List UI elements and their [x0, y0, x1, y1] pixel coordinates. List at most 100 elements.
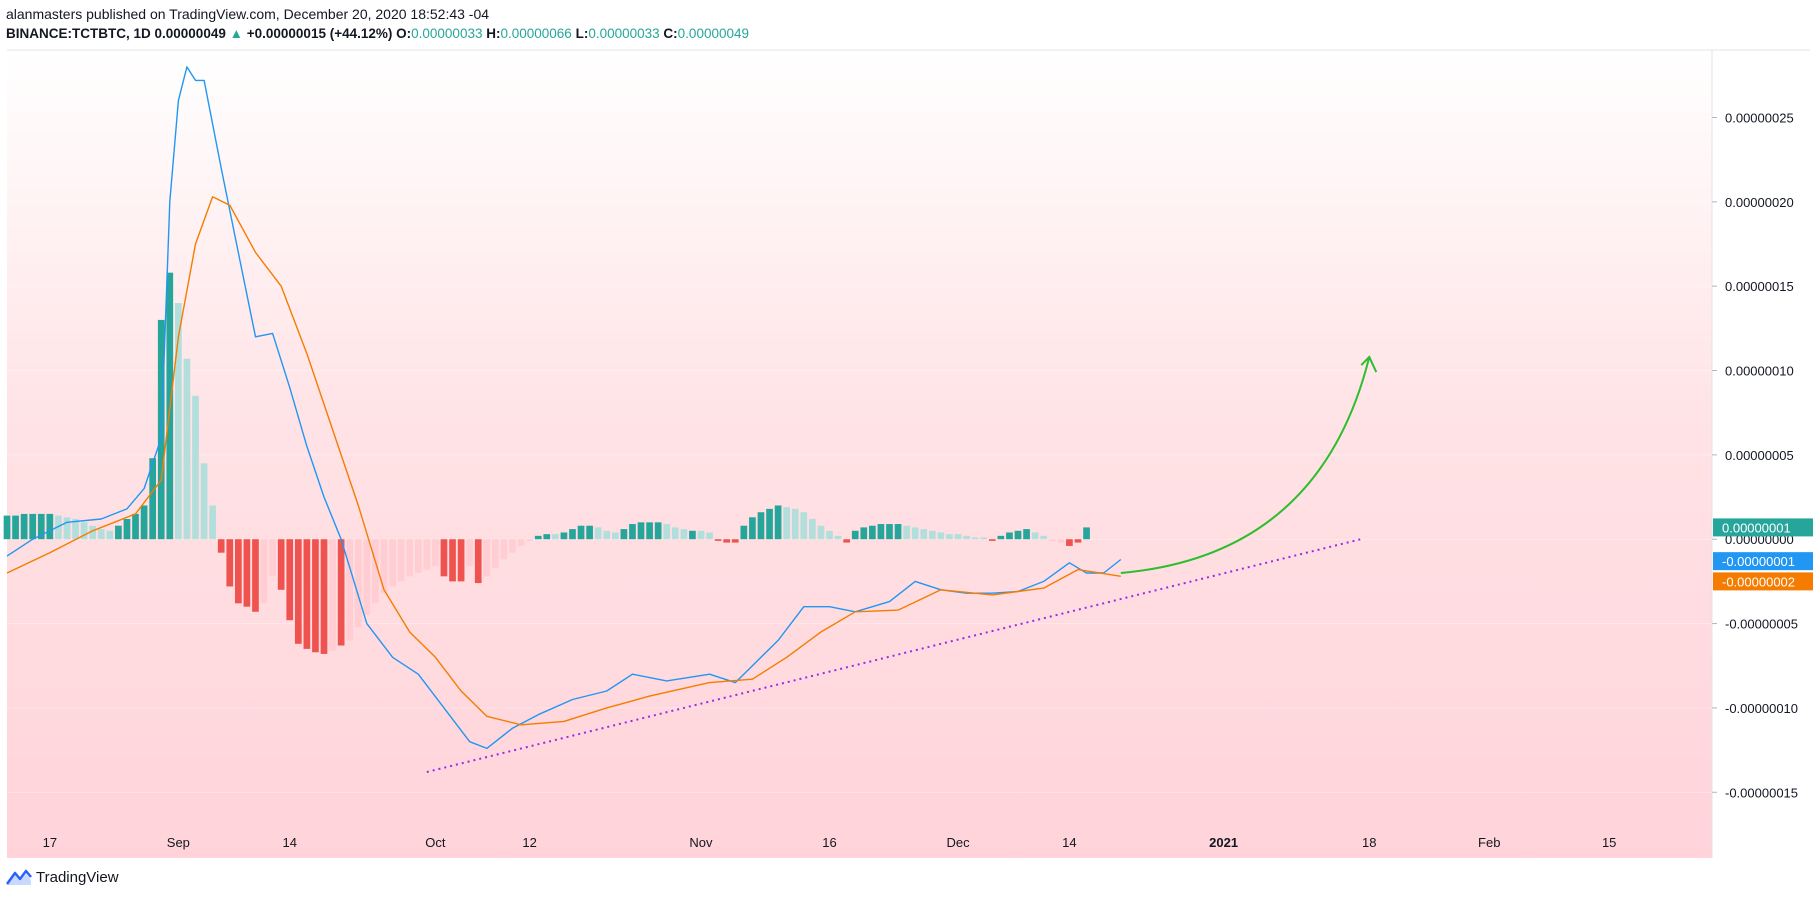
histogram-bar — [1057, 539, 1065, 543]
histogram-bar — [954, 534, 962, 540]
histogram-bar — [1074, 539, 1082, 543]
histogram-bar — [706, 532, 713, 540]
histogram-bar — [29, 513, 37, 540]
x-tick-label: 14 — [1062, 835, 1076, 850]
histogram-bar — [380, 539, 388, 594]
histogram-bar — [877, 524, 885, 540]
x-tick-label: Nov — [689, 835, 713, 850]
hist-price-tag-label: 0.00000001 — [1722, 520, 1791, 535]
histogram-bar — [817, 525, 825, 540]
histogram-bar — [552, 534, 559, 540]
histogram-bar — [55, 515, 62, 540]
histogram-bar — [714, 539, 722, 541]
tradingview-brand: TradingView — [36, 868, 119, 886]
histogram-bar — [432, 539, 439, 567]
histogram-bar — [543, 534, 551, 540]
histogram-bar — [500, 539, 508, 560]
histogram-bar — [526, 539, 533, 541]
y-tick-label: 0.00000025 — [1725, 110, 1794, 125]
hist-price-tag — [1713, 518, 1813, 537]
histogram-bar — [243, 539, 251, 607]
high-value: 0.00000066 — [500, 26, 572, 41]
x-tick-label: 16 — [822, 835, 836, 850]
histogram-bar — [440, 539, 448, 577]
macd-line — [6, 66, 1122, 750]
histogram-bar — [320, 539, 328, 654]
y-tick-label: 0.00000010 — [1725, 364, 1794, 379]
histogram-bar — [586, 525, 593, 540]
histogram-bar — [192, 395, 199, 540]
histogram-bar — [1083, 527, 1090, 540]
histogram-bar — [80, 522, 88, 540]
x-tick-label: 12 — [522, 835, 536, 850]
histogram-bar — [569, 529, 576, 540]
histogram-bar — [277, 539, 285, 590]
histogram-bar — [449, 539, 456, 582]
histogram-bar — [406, 539, 414, 577]
histogram-bar — [689, 530, 696, 540]
histogram-bar — [363, 539, 371, 616]
histogram-bar — [200, 463, 208, 540]
histogram-bar — [723, 539, 731, 543]
x-tick-label: 17 — [43, 835, 57, 850]
open-value: 0.00000033 — [411, 26, 483, 41]
price-axis[interactable]: 0.00000025 0.00000020 0.00000015 0.00000010… — [1712, 110, 1798, 800]
histogram-bar — [337, 539, 345, 646]
histogram-bar — [397, 539, 405, 582]
annotations — [426, 355, 1378, 773]
histogram-bar — [12, 515, 19, 540]
x-tick-label: 18 — [1362, 835, 1376, 850]
histogram-bar — [517, 539, 525, 546]
histogram-bar — [697, 530, 705, 540]
tradingview-footer[interactable]: TradingView — [6, 868, 119, 886]
histogram-bar — [1040, 535, 1048, 540]
grid — [7, 116, 1712, 793]
histogram-bar — [123, 518, 131, 540]
histogram-bar — [894, 524, 902, 540]
symbol-name[interactable]: BINANCE:TCTBTC, 1D — [6, 26, 151, 41]
publisher-line: alanmasters published on TradingView.com… — [6, 6, 490, 22]
macd-lines — [6, 66, 1122, 750]
histogram-bar — [89, 525, 97, 540]
histogram-bar — [1006, 532, 1013, 540]
signal-line — [6, 196, 1121, 726]
histogram-bar — [534, 535, 542, 540]
histogram-bar — [20, 513, 28, 540]
price-change: +0.00000015 (+44.12%) — [246, 26, 393, 41]
histogram-bar — [851, 530, 859, 540]
histogram-bar — [654, 522, 662, 540]
histogram-bar — [269, 539, 276, 577]
histogram-bar — [63, 517, 71, 540]
bullish-arrow — [1120, 356, 1371, 574]
histogram-bar — [132, 513, 139, 540]
histogram-bar — [740, 525, 748, 540]
arrow-head — [1360, 355, 1378, 373]
histogram-bar — [749, 517, 756, 540]
x-tick-label: Sep — [167, 835, 190, 850]
time-axis[interactable]: 17 Sep 14 Oct 12 Nov 16 Dec 14 2021 18 Feb 15 — [43, 835, 1617, 850]
histogram-bar — [1066, 539, 1073, 546]
histogram-bar — [980, 537, 988, 540]
x-tick-label: 14 — [283, 835, 297, 850]
histogram-bar — [646, 522, 653, 540]
histogram-bar — [474, 539, 482, 584]
macd-price-tag — [1713, 552, 1813, 571]
histogram-bar — [637, 522, 645, 540]
histogram-bar — [766, 508, 773, 540]
x-tick-label: Dec — [946, 835, 970, 850]
histogram-bar — [140, 505, 148, 540]
histogram-bar — [826, 530, 833, 540]
symbol-legend: BINANCE:TCTBTC, 1D 0.00000049 ▲ +0.00000… — [6, 25, 749, 42]
histogram-bar — [115, 525, 122, 540]
price-labels: 0.00000001 -0.00000001 -0.00000002 — [1713, 518, 1813, 591]
histogram-bar — [414, 539, 422, 573]
high-label: H: — [486, 26, 501, 41]
up-triangle-icon: ▲ — [229, 26, 243, 41]
histogram-bar — [731, 539, 739, 543]
histogram-bar — [937, 532, 945, 540]
y-tick-label: 0.00000005 — [1725, 448, 1794, 463]
signal-price-tag — [1713, 572, 1813, 591]
histogram-bar — [303, 539, 311, 649]
x-tick-label: 15 — [1602, 835, 1616, 850]
